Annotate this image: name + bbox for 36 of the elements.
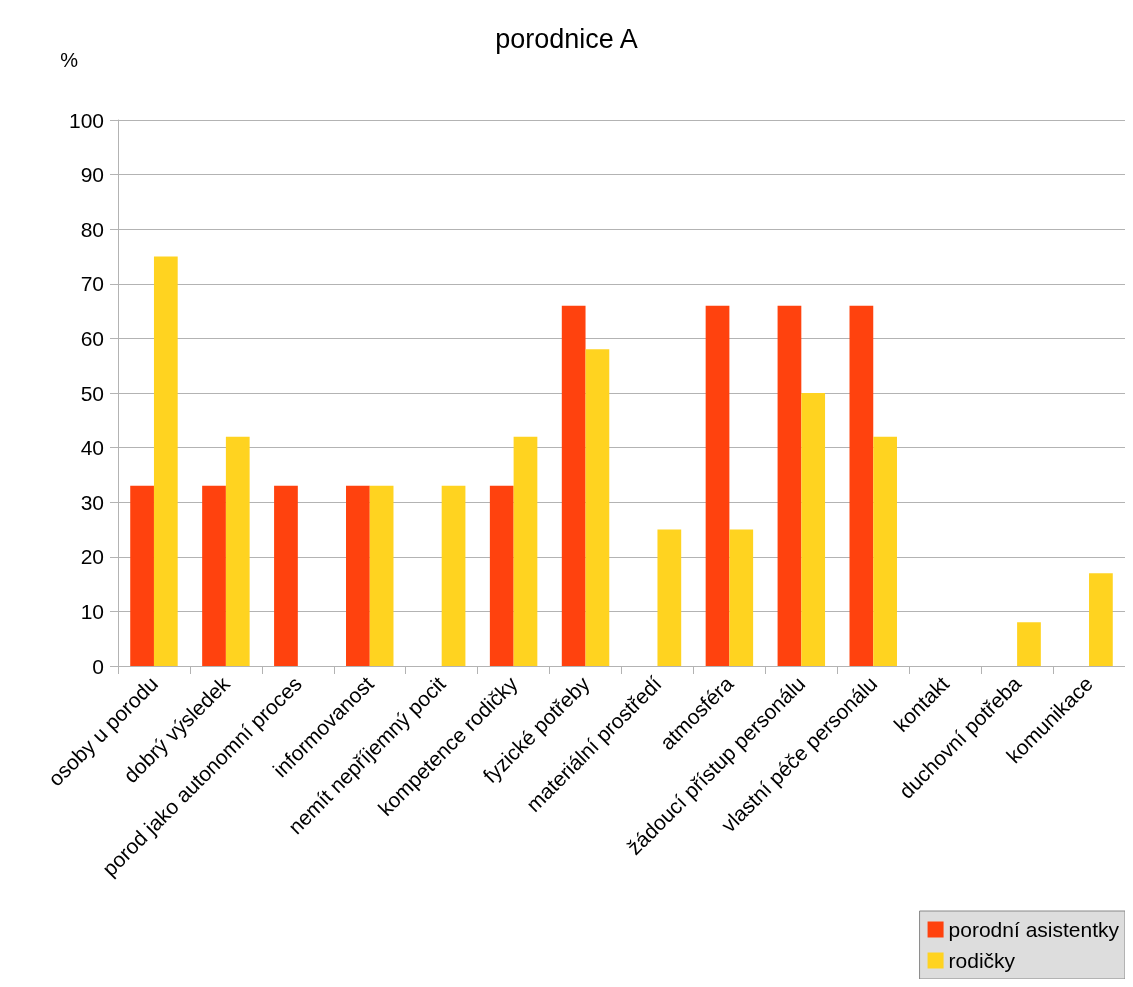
chart-title: porodnice A [495,23,638,54]
y-tick-label: 70 [80,272,104,296]
bar [729,529,754,666]
bar [274,485,298,666]
bar [369,485,394,666]
y-tick-label: 90 [80,163,104,187]
bar [346,485,370,666]
y-tick-label: 10 [80,599,104,623]
bar [1089,573,1113,666]
y-tick-label: 30 [80,490,104,514]
bar [153,256,178,666]
bar [657,529,682,666]
bar [849,305,874,666]
bar [873,436,897,666]
bar [225,436,250,666]
y-tick-label: 80 [80,217,104,241]
y-tick-label: 100 [68,108,104,132]
y-tick-label: 0 [92,654,104,678]
bar [1017,622,1041,666]
bar [705,305,730,666]
y-tick-label: 50 [80,381,104,405]
bar [513,436,538,666]
legend-label: rodičky [948,949,1016,972]
bar [561,305,586,666]
bar [441,485,466,666]
bar [585,349,610,666]
bar [202,485,226,666]
bar [777,305,802,666]
y-tick-label: 60 [80,326,104,350]
y-axis-title: % [60,49,79,71]
bar [801,393,826,666]
legend-label: porodní asistentky [948,918,1120,941]
bar [489,485,514,666]
bar [130,485,154,666]
y-tick-label: 20 [80,545,104,569]
y-tick-label: 40 [80,436,104,460]
